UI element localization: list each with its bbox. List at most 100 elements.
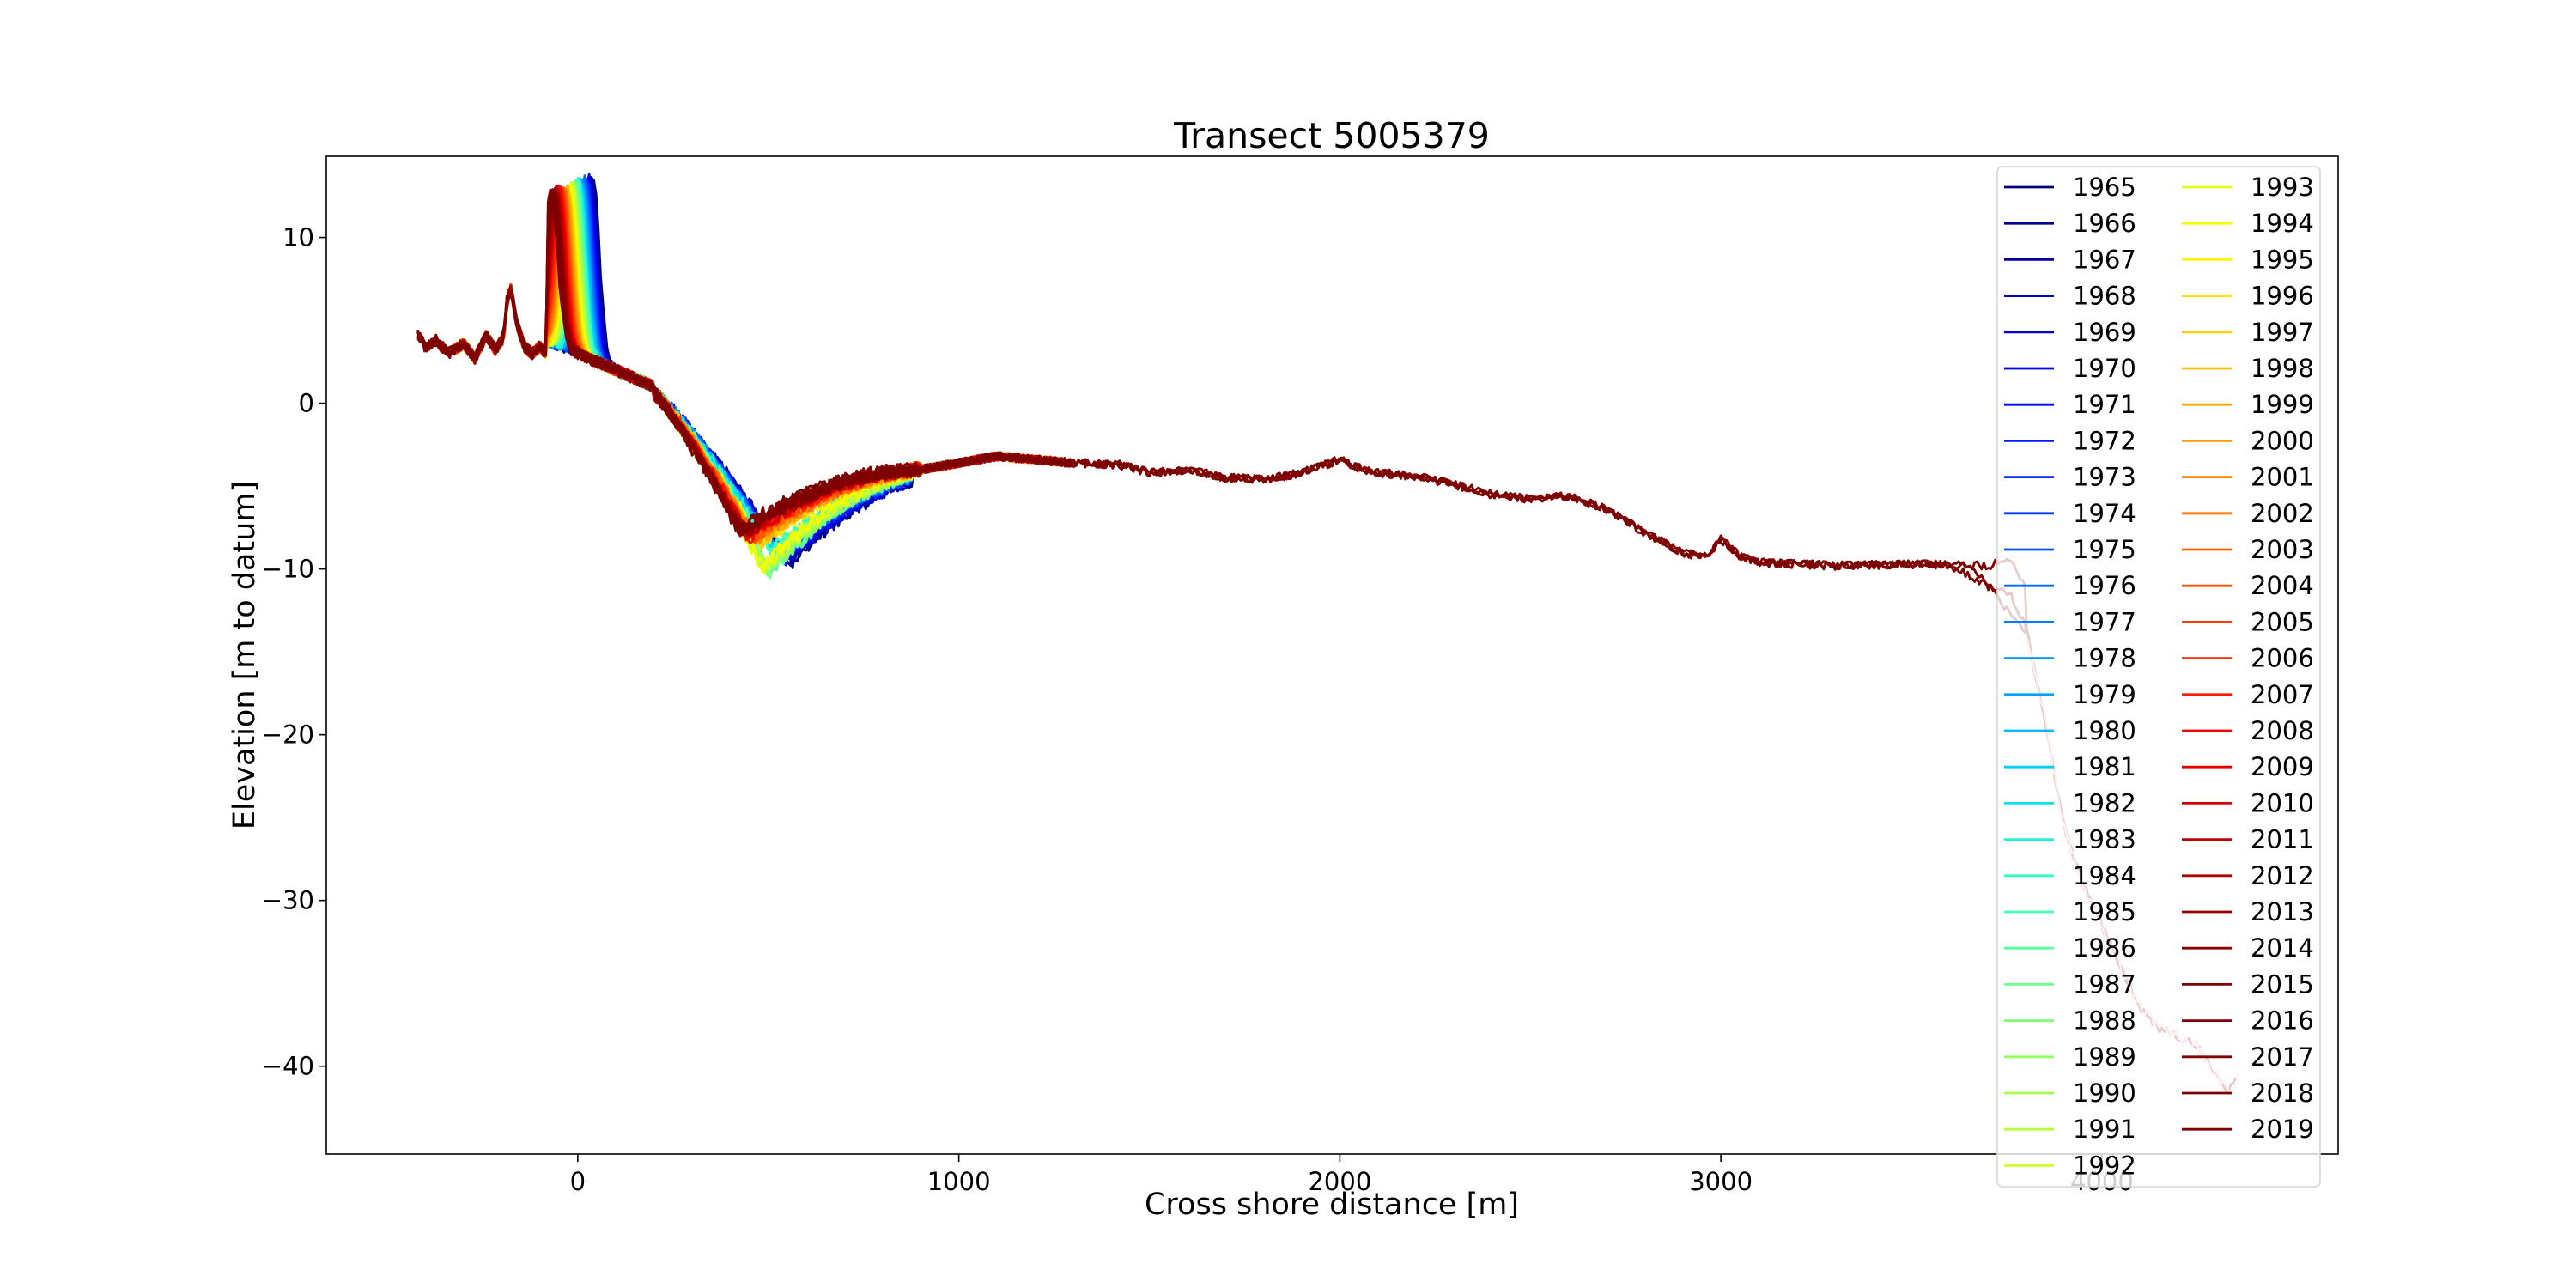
legend-label: 1989 [2073, 1042, 2136, 1072]
legend-item-1981: 1981 [2004, 752, 2136, 781]
y-axis: 10 0 −10 −20 −30 −40 [262, 223, 326, 1081]
legend-item-2005: 2005 [2182, 607, 2314, 636]
series-line-2014 [416, 191, 1072, 537]
legend-item-2007: 2007 [2182, 680, 2314, 709]
legend-item-1989: 1989 [2004, 1042, 2136, 1072]
legend: 1965 1966 1967 1968 1969 1970 1971 1972 1973 1974… [1996, 166, 2321, 1188]
legend-label: 1986 [2073, 933, 2136, 963]
legend-item-1987: 1987 [2004, 969, 2136, 999]
legend-label: 2006 [2251, 644, 2314, 673]
y-tick-label: −20 [262, 720, 314, 750]
legend-label: 1982 [2073, 788, 2136, 817]
legend-label: 1995 [2251, 245, 2314, 274]
legend-item-1996: 1996 [2182, 282, 2314, 311]
legend-label: 2010 [2251, 788, 2314, 817]
legend-item-2019: 2019 [2182, 1115, 2314, 1144]
legend-item-1968: 1968 [2004, 282, 2136, 311]
legend-label: 1969 [2073, 318, 2136, 347]
legend-label: 2012 [2251, 861, 2314, 890]
legend-item-1967: 1967 [2004, 245, 2136, 274]
legend-label: 1999 [2251, 390, 2314, 419]
legend-item-1992: 1992 [2004, 1151, 2136, 1180]
x-axis-label: Cross shore distance [m] [1145, 1188, 1519, 1222]
legend-label: 1985 [2073, 897, 2136, 927]
legend-label: 2009 [2251, 752, 2314, 781]
legend-label: 1972 [2073, 426, 2136, 455]
x-tick-label: 1000 [927, 1167, 991, 1196]
legend-item-2001: 2001 [2182, 463, 2314, 492]
legend-item-1978: 1978 [2004, 644, 2136, 673]
legend-label: 1968 [2073, 282, 2136, 311]
legend-item-1995: 1995 [2182, 245, 2314, 274]
legend-item-2016: 2016 [2182, 1006, 2314, 1036]
legend-item-1979: 1979 [2004, 680, 2136, 709]
y-tick-label: 0 [299, 389, 314, 418]
series-line-2017 [417, 191, 2134, 994]
legend-label: 1981 [2073, 752, 2136, 781]
legend-label: 2019 [2251, 1115, 2314, 1144]
legend-label: 1975 [2073, 535, 2136, 564]
legend-item-1969: 1969 [2004, 318, 2136, 347]
legend-label: 1996 [2251, 282, 2314, 311]
legend-label: 2011 [2251, 825, 2314, 854]
legend-label: 1973 [2073, 463, 2136, 492]
legend-label: 1998 [2251, 354, 2314, 383]
legend-item-1972: 1972 [2004, 426, 2136, 455]
legend-label: 2000 [2251, 426, 2314, 455]
legend-label: 2007 [2251, 680, 2314, 709]
legend-label: 1983 [2073, 825, 2136, 854]
legend-item-2011: 2011 [2182, 825, 2314, 854]
legend-label: 1987 [2073, 969, 2136, 999]
legend-item-2002: 2002 [2182, 499, 2314, 528]
legend-label: 2008 [2251, 716, 2314, 745]
legend-item-1985: 1985 [2004, 897, 2136, 927]
y-tick-label: −30 [262, 886, 314, 915]
series-line-2013 [416, 189, 1073, 537]
legend-label: 2005 [2251, 607, 2314, 636]
legend-label: 2004 [2251, 571, 2314, 600]
legend-label: 2002 [2251, 499, 2314, 528]
legend-item-1982: 1982 [2004, 788, 2136, 817]
legend-item-1973: 1973 [2004, 463, 2136, 492]
legend-item-2003: 2003 [2182, 535, 2314, 564]
legend-item-2018: 2018 [2182, 1078, 2314, 1108]
x-tick-label: 0 [570, 1167, 586, 1196]
legend-label: 1991 [2073, 1115, 2136, 1144]
legend-item-1983: 1983 [2004, 825, 2136, 854]
legend-item-1975: 1975 [2004, 535, 2136, 564]
legend-item-1993: 1993 [2182, 173, 2314, 202]
series-layer [416, 173, 2239, 1095]
legend-item-1990: 1990 [2004, 1078, 2136, 1108]
legend-label: 2015 [2251, 969, 2314, 999]
legend-item-1976: 1976 [2004, 571, 2136, 600]
legend-item-1988: 1988 [2004, 1006, 2136, 1036]
legend-label: 1979 [2073, 680, 2136, 709]
plot-frame [325, 155, 2339, 1155]
legend-item-1970: 1970 [2004, 354, 2136, 383]
legend-label: 1977 [2073, 607, 2136, 636]
y-tick-label: −40 [262, 1052, 314, 1081]
legend-item-2008: 2008 [2182, 716, 2314, 745]
legend-box [1996, 166, 2321, 1188]
x-tick-label: 2000 [1308, 1167, 1371, 1196]
series-line-2016 [416, 188, 1073, 536]
legend-item-1998: 1998 [2182, 354, 2314, 383]
legend-label: 2018 [2251, 1078, 2314, 1108]
legend-label: 1967 [2073, 245, 2136, 274]
y-axis-label: Elevation [m to datum] [228, 481, 262, 829]
legend-item-1977: 1977 [2004, 607, 2136, 636]
legend-label: 2013 [2251, 897, 2314, 927]
legend-item-1965: 1965 [2004, 173, 2136, 202]
y-tick-label: 10 [283, 223, 314, 252]
legend-item-1974: 1974 [2004, 499, 2136, 528]
legend-label: 1974 [2073, 499, 2136, 528]
legend-label: 1976 [2073, 571, 2136, 600]
legend-item-1997: 1997 [2182, 318, 2314, 347]
legend-item-2000: 2000 [2182, 426, 2314, 455]
legend-label: 1984 [2073, 861, 2136, 890]
legend-item-2009: 2009 [2182, 752, 2314, 781]
legend-item-1994: 1994 [2182, 209, 2314, 238]
legend-label: 1990 [2073, 1078, 2136, 1108]
series-line-2018 [416, 188, 2239, 1095]
